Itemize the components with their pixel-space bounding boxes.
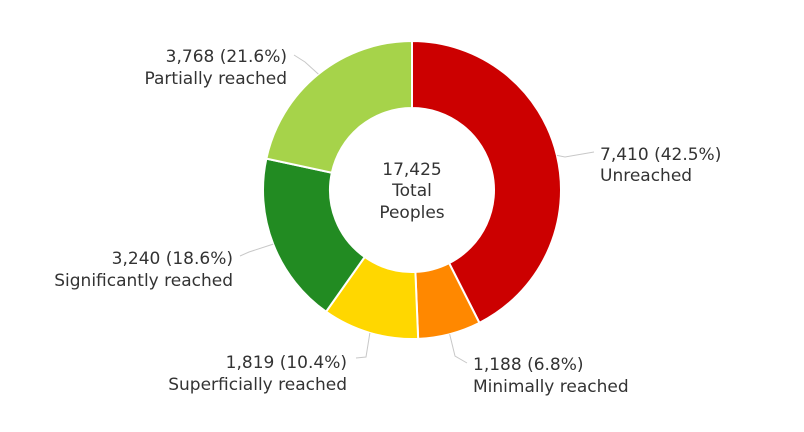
center-label-line2: Peoples (379, 203, 444, 223)
slice-label-minimally: 1,188 (6.8%) Minimally reached (473, 355, 629, 397)
slice-name-unreached: Unreached (600, 166, 692, 186)
leader-line-partially (293, 54, 319, 75)
leader-line-minimally (449, 334, 468, 364)
slice-name-partially: Partially reached (145, 69, 287, 89)
slice-label-unreached: 7,410 (42.5%) Unreached (600, 145, 721, 186)
slice-label-superficially: 1,819 (10.4%) Superficially reached (168, 353, 347, 395)
slice-value-unreached: 7,410 (42.5%) (600, 145, 721, 165)
donut-slices (262, 39, 562, 340)
leader-line-unreached (556, 151, 595, 158)
slice-name-significantly: Significantly reached (54, 271, 233, 291)
slice-name-minimally: Minimally reached (473, 377, 629, 397)
label-leader-lines (239, 54, 595, 364)
slice-value-minimally: 1,188 (6.8%) (473, 355, 584, 375)
slice-name-superficially: Superficially reached (168, 375, 347, 395)
slice-label-significantly: 3,240 (18.6%) Significantly reached (54, 249, 233, 291)
slice-unreached[interactable] (411, 39, 562, 325)
slice-significantly[interactable] (262, 157, 367, 314)
center-total: 17,425 (382, 160, 441, 180)
slice-label-partially: 3,768 (21.6%) Partially reached (145, 47, 287, 89)
slice-value-superficially: 1,819 (10.4%) (226, 353, 347, 373)
leader-line-superficially (355, 332, 371, 359)
slice-value-significantly: 3,240 (18.6%) (112, 249, 233, 269)
slice-partially[interactable] (265, 39, 413, 174)
slice-value-partially: 3,768 (21.6%) (166, 47, 287, 67)
leader-line-significantly (239, 243, 274, 257)
center-label-line1: Total (391, 181, 432, 201)
